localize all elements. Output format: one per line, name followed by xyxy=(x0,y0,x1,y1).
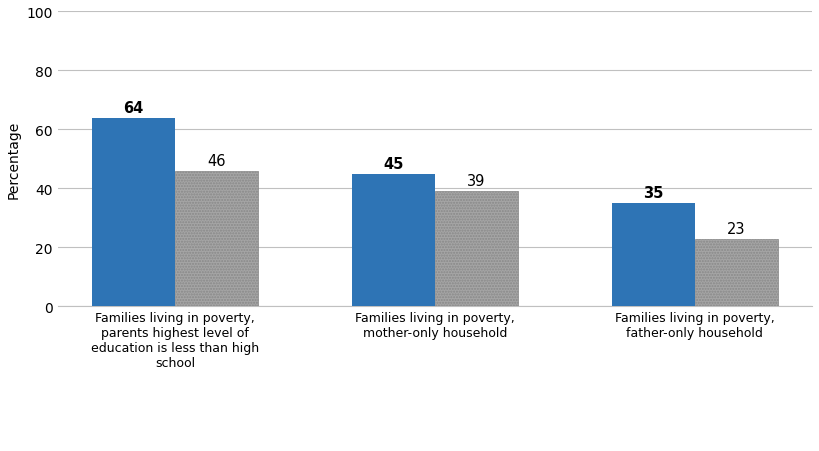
Text: 23: 23 xyxy=(727,221,745,236)
Bar xyxy=(92,118,175,307)
Bar xyxy=(352,174,435,307)
Text: 35: 35 xyxy=(643,186,663,201)
Text: 45: 45 xyxy=(383,156,404,171)
Bar xyxy=(175,171,258,307)
Bar xyxy=(695,239,778,307)
Y-axis label: Percentage: Percentage xyxy=(7,120,21,198)
Text: 46: 46 xyxy=(207,153,226,168)
Text: 64: 64 xyxy=(124,101,143,115)
Bar xyxy=(435,192,518,307)
Text: 39: 39 xyxy=(468,174,486,189)
Bar xyxy=(612,204,695,307)
